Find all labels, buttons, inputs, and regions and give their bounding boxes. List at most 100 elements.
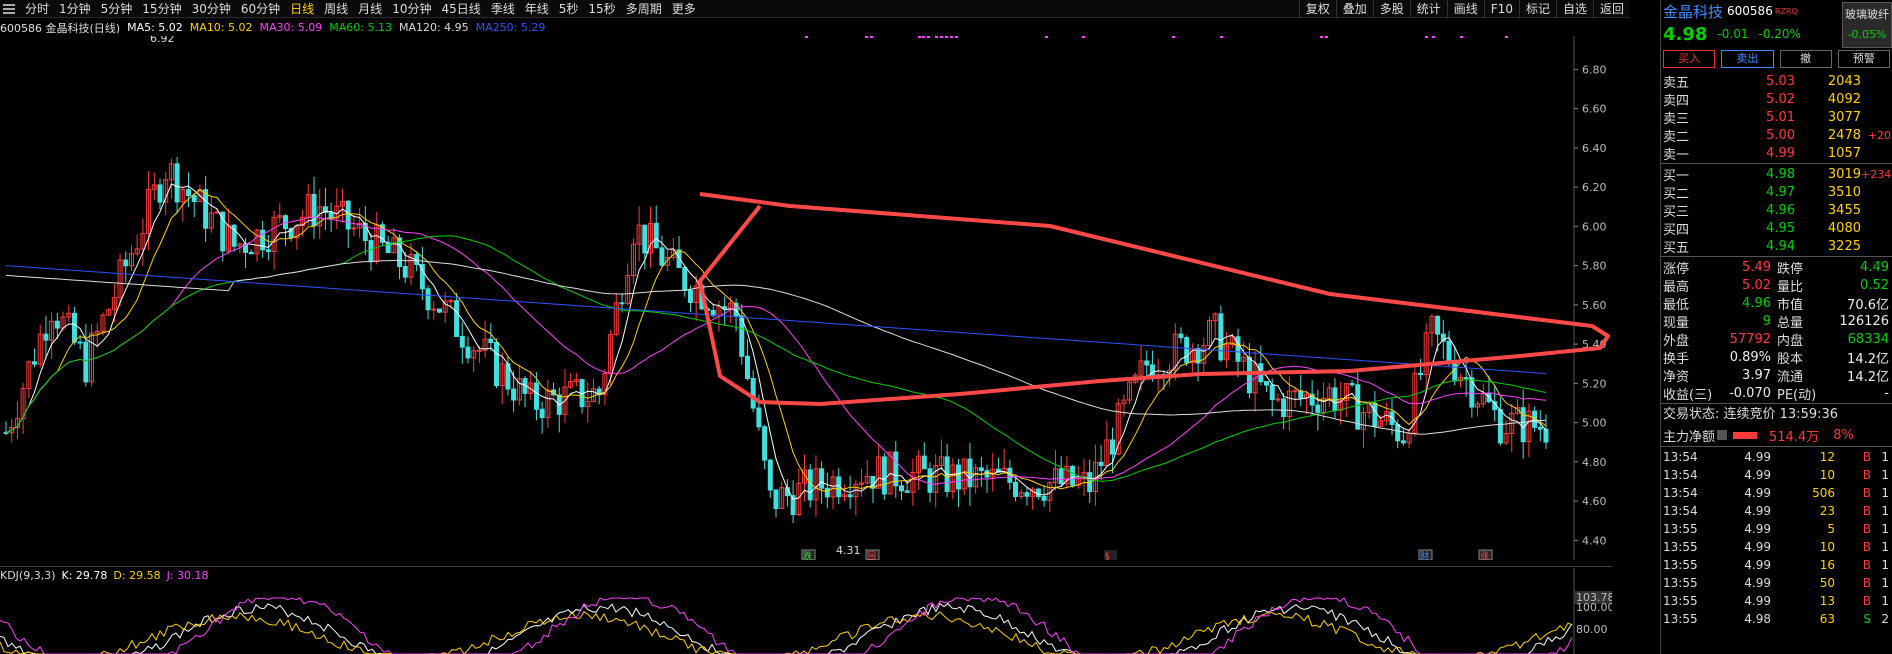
alert-button[interactable]: 预警 — [1837, 50, 1890, 68]
stock-name[interactable]: 金晶科技 — [1663, 2, 1724, 21]
trade-time: 13:54 — [1663, 468, 1698, 482]
sector-tag[interactable]: 玻璃玻纤 -0.05% — [1842, 2, 1892, 48]
tab-16[interactable]: 更多 — [671, 2, 696, 16]
tab-15[interactable]: 多周期 — [625, 2, 662, 16]
grid-icon[interactable] — [1717, 430, 1728, 440]
tool-0[interactable]: 复权 — [1298, 0, 1336, 18]
tab-6[interactable]: 日线 — [290, 2, 315, 16]
sell-button[interactable]: 卖出 — [1721, 50, 1774, 68]
tab-13[interactable]: 5秒 — [558, 2, 579, 16]
book-row[interactable]: 卖四 5.02 4092 — [1661, 90, 1892, 109]
menu-icon[interactable] — [2, 2, 16, 16]
book-row[interactable]: 卖一 4.99 1057 — [1661, 144, 1892, 163]
tab-4[interactable]: 30分钟 — [191, 2, 231, 16]
tab-14[interactable]: 15秒 — [588, 2, 616, 16]
trade-side: B — [1862, 486, 1871, 500]
y-tick-label: 6.60 — [1582, 103, 1607, 116]
tool-4[interactable]: 画线 — [1446, 0, 1484, 18]
candle-body — [1389, 411, 1395, 425]
candle-body — [220, 211, 226, 252]
book-row[interactable]: 买四 4.95 4080 — [1661, 219, 1892, 238]
ma-label-0: MA5: 5.02 — [127, 21, 183, 34]
tool-6[interactable]: 标记 — [1518, 0, 1556, 18]
stat-label: 最低 — [1663, 297, 1690, 313]
candle-body — [248, 251, 254, 255]
candle-body — [1457, 377, 1463, 382]
event-marker[interactable] — [865, 549, 880, 560]
tool-1[interactable]: 叠加 — [1335, 0, 1373, 18]
candle-body — [995, 468, 1001, 473]
event-marker[interactable] — [801, 549, 816, 560]
book-row[interactable]: 卖二 5.00 2478 +20 — [1661, 126, 1892, 145]
candle-body — [1041, 495, 1047, 501]
signal-dot — [927, 36, 930, 38]
candle-body — [1252, 363, 1258, 394]
cancel-order-button[interactable]: 撤 — [1779, 50, 1832, 68]
buy-button[interactable]: 买入 — [1663, 50, 1716, 68]
tool-7[interactable]: 自选 — [1555, 0, 1593, 18]
book-row[interactable]: 买一 4.98 3019 +234 — [1661, 165, 1892, 184]
stat-label: 换手 — [1663, 351, 1690, 367]
signal-dot — [1172, 36, 1175, 38]
tab-10[interactable]: 45日线 — [441, 2, 481, 16]
tab-5[interactable]: 60分钟 — [240, 2, 281, 16]
tab-11[interactable]: 季线 — [490, 2, 515, 16]
tab-2[interactable]: 5分钟 — [100, 2, 133, 16]
tab-12[interactable]: 年线 — [524, 2, 549, 16]
trade-price: 4.99 — [1744, 540, 1771, 554]
candle-body — [1218, 313, 1224, 361]
book-row[interactable]: 卖五 5.03 2043 — [1661, 72, 1892, 91]
candle-body — [208, 212, 214, 229]
book-row[interactable]: 买二 4.97 3510 — [1661, 183, 1892, 202]
event-marker[interactable] — [1104, 550, 1117, 560]
candle-body — [1338, 399, 1344, 411]
event-marker[interactable] — [1478, 549, 1493, 560]
price-chart[interactable]: 6.806.606.406.206.005.805.605.405.205.00… — [0, 36, 1612, 560]
candle-body — [100, 314, 106, 332]
stat-value: 57792 — [1729, 331, 1771, 347]
y-tick-label: 6.20 — [1582, 181, 1607, 194]
book-row[interactable]: 卖三 5.01 3077 — [1661, 108, 1892, 127]
ma-label-2: MA30: 5.09 — [259, 21, 323, 34]
event-marker[interactable] — [1418, 549, 1433, 560]
candle-body — [322, 206, 328, 213]
signal-dot — [918, 36, 921, 38]
tab-9[interactable]: 10分钟 — [392, 2, 432, 16]
tool-2[interactable]: 多股 — [1372, 0, 1410, 18]
candle-body — [174, 163, 180, 203]
chart-title: 600586 金晶科技(日线) — [0, 21, 121, 35]
tab-0[interactable]: 分时 — [25, 2, 50, 16]
kdj-k-line — [0, 602, 1573, 654]
book-volume: 3077 — [1827, 109, 1861, 125]
candle-body — [893, 451, 899, 487]
tab-7[interactable]: 周线 — [324, 2, 349, 16]
trade-count: 1 — [1881, 504, 1889, 518]
tab-1[interactable]: 1分钟 — [59, 2, 91, 16]
book-row[interactable]: 买五 4.94 3225 — [1661, 237, 1892, 256]
tool-3[interactable]: 统计 — [1409, 0, 1447, 18]
trade-price: 4.99 — [1744, 576, 1771, 590]
tab-3[interactable]: 15分钟 — [142, 2, 182, 16]
candle-body — [265, 249, 271, 253]
tool-8[interactable]: 返回 — [1592, 0, 1630, 18]
tool-5[interactable]: F10 — [1483, 0, 1519, 18]
stat-row: 最低 4.96 市值 70.6亿 — [1661, 294, 1892, 313]
candle-body — [630, 243, 636, 277]
tab-8[interactable]: 月线 — [358, 2, 383, 16]
drawn-triangle-annotation[interactable] — [698, 192, 1610, 406]
candle-body — [1281, 398, 1287, 418]
candle-body — [168, 163, 174, 181]
tick-trades[interactable]: 13:54 4.99 12 B 1 13:54 4.99 10 B 1 13:54 4.99 506 B 1… — [1661, 448, 1892, 628]
stat-label: 市值 — [1777, 297, 1804, 313]
candle-body — [20, 387, 26, 420]
candle-body — [984, 470, 990, 478]
book-price: 5.00 — [1766, 127, 1795, 143]
kdj-title[interactable]: KDJ(9,3,3) — [0, 568, 56, 582]
candle-body — [77, 341, 83, 344]
candle-body — [1446, 340, 1452, 364]
book-price: 4.96 — [1766, 202, 1795, 218]
book-row[interactable]: 买三 4.96 3455 — [1661, 201, 1892, 220]
candle-body — [1264, 381, 1270, 386]
candle-body — [1018, 492, 1024, 497]
